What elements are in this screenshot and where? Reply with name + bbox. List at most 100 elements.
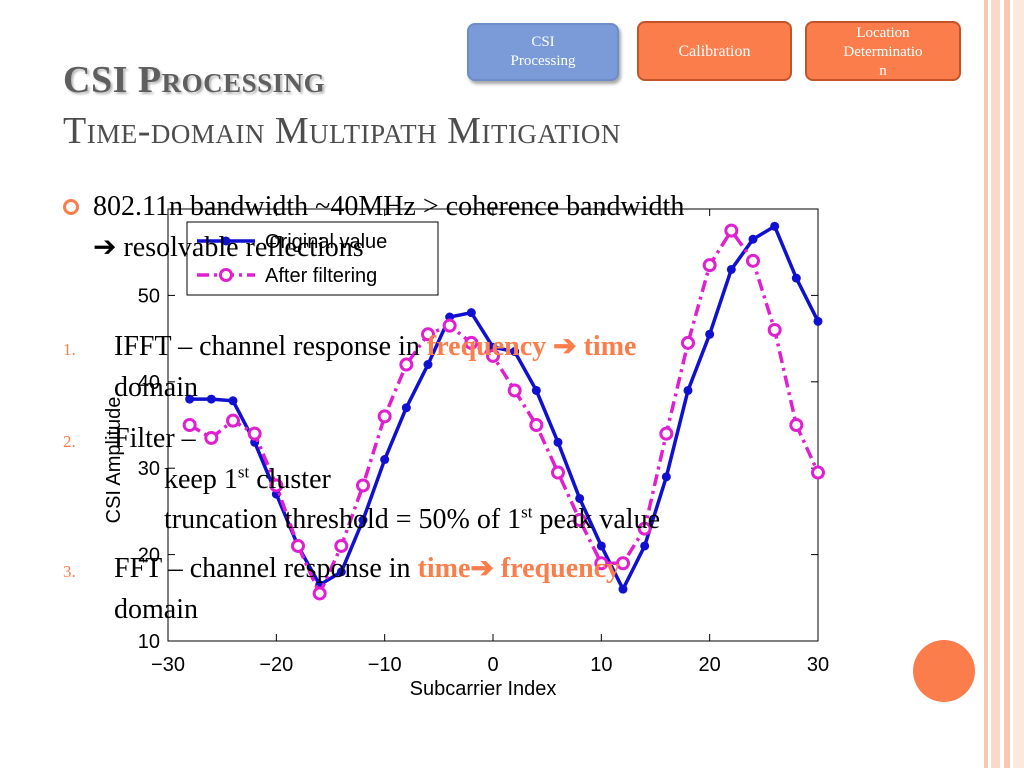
data-point (228, 396, 238, 406)
data-point (637, 521, 652, 536)
step-3-highlight-frequency: frequency (500, 553, 621, 584)
step-2-line1: Filter – (114, 423, 196, 454)
data-point (572, 513, 587, 528)
x-tick-label: 20 (699, 654, 721, 676)
legend-label: After filtering (265, 265, 377, 287)
x-tick-label: −30 (151, 654, 185, 676)
decor-stripe (1004, 0, 1010, 768)
data-point (486, 348, 500, 363)
y-tick-label: 10 (138, 631, 160, 653)
step-1-line1: IFFT – channel response in frequency ➔ t… (114, 330, 636, 364)
step-3-line2: domain (114, 594, 198, 625)
data-point (507, 383, 522, 398)
data-point (640, 541, 650, 551)
slide-title: CSI Processing (63, 59, 326, 101)
data-point (204, 430, 219, 445)
data-point (358, 515, 368, 525)
legend-marker (219, 268, 233, 282)
step-1-text: IFFT – channel response in (114, 331, 427, 362)
data-point (334, 538, 349, 553)
step-2-sub1: keep 1st cluster (164, 463, 331, 497)
step-3-line1: FFT – channel response in time➔ frequenc… (114, 552, 620, 586)
data-point (380, 455, 390, 465)
data-point (596, 541, 606, 551)
data-point (726, 264, 736, 274)
data-point (510, 347, 520, 357)
right-arrow-icon: ➔ (93, 232, 117, 263)
nav-csi-line2: Processing (510, 53, 576, 69)
y-tick-label: 40 (138, 372, 160, 394)
step-1-highlight-frequency: frequency (426, 331, 547, 362)
y-tick-label: 30 (138, 458, 160, 480)
nav-csi-line1: CSI (531, 34, 555, 50)
data-point (724, 223, 739, 238)
bullet-circle-icon (63, 199, 79, 215)
series-line (189, 223, 820, 594)
nav-csi-processing-button[interactable]: CSI Processing (467, 23, 619, 81)
data-point (269, 478, 284, 493)
y-axis-label: CSI Amplitude (103, 397, 125, 524)
nav-location-determination-button[interactable]: Location Determinatio n (805, 21, 961, 81)
y-tick-label: 20 (138, 545, 160, 567)
step-number: 2. (63, 432, 76, 451)
step-2-sub2-post: peak value (532, 504, 661, 535)
step-2-sub2-text: truncation threshold = 50% of 1 (164, 504, 522, 535)
data-point (702, 258, 717, 273)
data-point (531, 385, 541, 395)
data-point (770, 221, 780, 231)
legend-marker (221, 236, 231, 246)
data-point (206, 394, 216, 404)
data-point (681, 335, 695, 350)
data-point (356, 478, 370, 493)
x-tick-label: 30 (807, 654, 829, 676)
x-tick-label: 0 (487, 654, 498, 676)
data-point (247, 426, 262, 441)
data-point (746, 253, 760, 268)
data-point (551, 465, 565, 480)
data-point (767, 322, 782, 337)
step-1-line2: domain (114, 372, 198, 403)
data-point (791, 273, 801, 283)
data-point (464, 335, 479, 350)
data-point (661, 472, 671, 482)
bullet-line2-text: resolvable reflections (123, 232, 364, 263)
data-point (377, 409, 392, 424)
data-point (466, 308, 476, 318)
decor-stripe (984, 0, 988, 768)
decor-circle (913, 640, 975, 702)
data-point (789, 418, 804, 432)
nav-location-line1: Location (856, 24, 910, 41)
data-point (226, 413, 240, 428)
data-point (616, 556, 630, 571)
data-point (575, 493, 585, 503)
data-point (618, 584, 628, 594)
data-point (813, 316, 823, 326)
legend-label: Original value (265, 231, 387, 253)
nav-location-line2: Determinatio (843, 43, 923, 60)
superscript: st (237, 462, 250, 482)
x-tick-label: −10 (368, 654, 402, 676)
step-3-text: FFT – channel response in (114, 553, 418, 584)
right-arrow-icon: ➔ (553, 331, 577, 362)
x-tick-label: −20 (259, 654, 293, 676)
bullet-text-line1: 802.11n bandwidth ~40MHz > coherence ban… (93, 191, 685, 222)
right-arrow-icon: ➔ (470, 553, 494, 584)
decor-stripe (991, 0, 1000, 768)
data-point (399, 357, 414, 372)
data-point (423, 360, 433, 370)
step-2-sub2: truncation threshold = 50% of 1st peak v… (164, 503, 660, 537)
data-point (529, 418, 544, 432)
nav-calibration-button[interactable]: Calibration (637, 21, 792, 81)
data-point (401, 403, 411, 413)
data-point (705, 329, 715, 339)
data-point (185, 394, 195, 404)
data-point (659, 426, 674, 441)
step-2-sub1-text: keep 1 (164, 464, 238, 495)
data-point (553, 437, 563, 447)
step-number: 3. (63, 562, 76, 581)
step-2-sub1-post: cluster (249, 464, 331, 495)
step-number: 1. (63, 340, 76, 359)
nav-calibration-label: Calibration (678, 42, 751, 60)
data-point (683, 385, 693, 395)
